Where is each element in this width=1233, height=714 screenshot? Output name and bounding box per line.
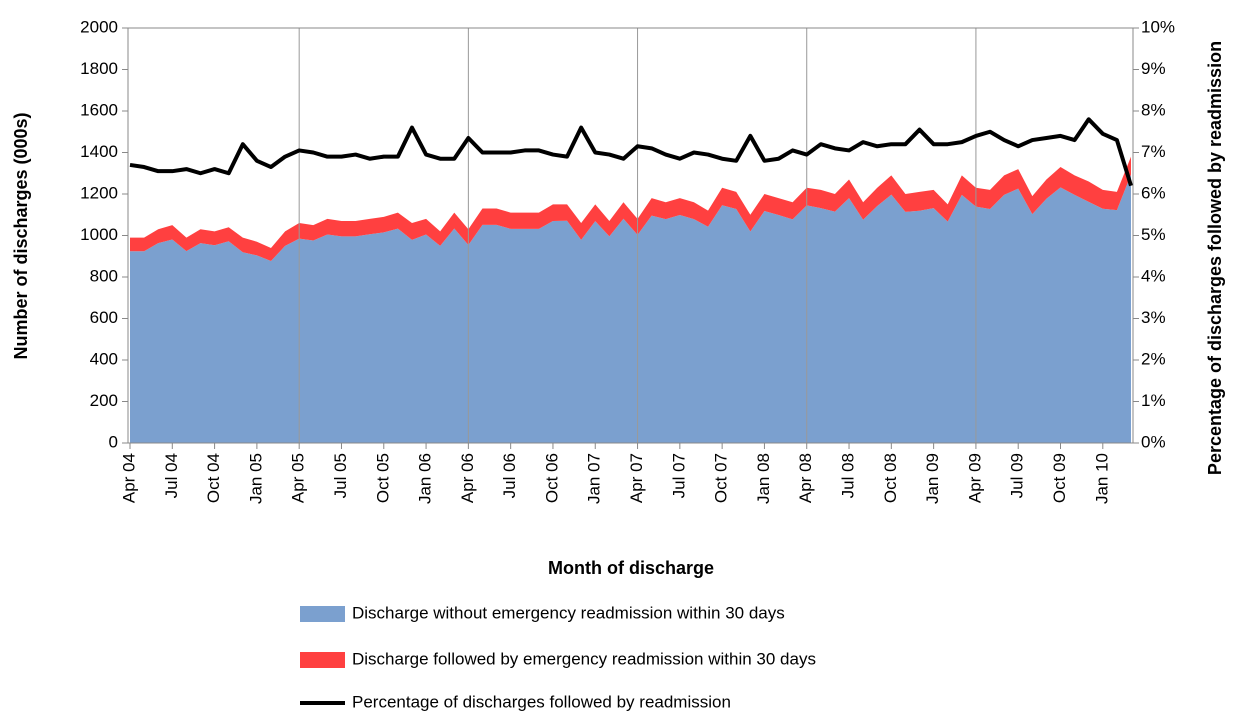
x-axis-title: Month of discharge xyxy=(548,558,714,578)
y-tick-label: 1600 xyxy=(80,100,118,119)
legend-label: Discharge without emergency readmission … xyxy=(352,603,785,622)
y-tick-label: 1400 xyxy=(80,142,118,161)
x-tick-label: Oct 08 xyxy=(881,453,900,503)
x-tick-label: Jul 08 xyxy=(839,453,858,498)
y2-tick-label: 5% xyxy=(1141,225,1166,244)
x-tick-label: Jan 09 xyxy=(923,453,942,504)
y-tick-label: 0 xyxy=(109,432,118,451)
y-tick-label: 1800 xyxy=(80,59,118,78)
legend-label: Percentage of discharges followed by rea… xyxy=(352,692,731,711)
line xyxy=(129,117,1133,187)
x-tick-label: Apr 05 xyxy=(289,453,308,503)
x-tick-label: Jan 06 xyxy=(416,453,435,504)
legend-swatch xyxy=(300,606,345,622)
y-tick-label: 1000 xyxy=(80,225,118,244)
y-tick-label: 400 xyxy=(90,349,118,368)
y2-tick-label: 8% xyxy=(1141,100,1166,119)
x-tick-label: Jul 07 xyxy=(669,453,688,498)
x-tick-label: Jan 10 xyxy=(1092,453,1111,504)
y2-tick-label: 2% xyxy=(1141,349,1166,368)
y2-tick-label: 1% xyxy=(1141,391,1166,410)
x-tick-label: Apr 06 xyxy=(458,453,477,503)
y2-tick-label: 6% xyxy=(1141,183,1166,202)
y-axis-title: Number of discharges (000s) xyxy=(11,112,31,359)
x-tick-label: Oct 06 xyxy=(542,453,561,503)
x-tick-label: Apr 09 xyxy=(965,453,984,503)
y2-axis-title: Percentage of discharges followed by rea… xyxy=(1205,41,1225,475)
x-tick-label: Oct 07 xyxy=(712,453,731,503)
legend-label: Discharge followed by emergency readmiss… xyxy=(352,649,816,668)
y-tick-label: 800 xyxy=(90,266,118,285)
y-tick-label: 2000 xyxy=(80,17,118,36)
x-tick-label: Jan 08 xyxy=(754,453,773,504)
y2-tick-label: 7% xyxy=(1141,142,1166,161)
y2-tick-label: 0% xyxy=(1141,432,1166,451)
x-tick-label: Oct 04 xyxy=(204,453,223,503)
x-tick-label: Apr 04 xyxy=(119,453,138,503)
x-tick-label: Jan 05 xyxy=(246,453,265,504)
x-tick-label: Apr 07 xyxy=(627,453,646,503)
x-tick-label: Apr 08 xyxy=(796,453,815,503)
y2-tick-label: 9% xyxy=(1141,59,1166,78)
legend-swatch xyxy=(300,652,345,668)
x-tick-label: Jul 06 xyxy=(500,453,519,498)
y-tick-label: 600 xyxy=(90,308,118,327)
y2-tick-label: 4% xyxy=(1141,266,1166,285)
x-tick-label: Jul 04 xyxy=(162,453,181,498)
area xyxy=(130,174,1131,443)
x-tick-label: Oct 05 xyxy=(373,453,392,503)
y2-tick-label: 3% xyxy=(1141,308,1166,327)
x-tick-label: Oct 09 xyxy=(1050,453,1069,503)
y2-tick-label: 10% xyxy=(1141,17,1175,36)
x-tick-label: Jan 07 xyxy=(585,453,604,504)
x-tick-label: Jul 05 xyxy=(331,453,350,498)
y-tick-label: 1200 xyxy=(80,183,118,202)
x-tick-label: Jul 09 xyxy=(1008,453,1027,498)
y-tick-label: 200 xyxy=(90,391,118,410)
